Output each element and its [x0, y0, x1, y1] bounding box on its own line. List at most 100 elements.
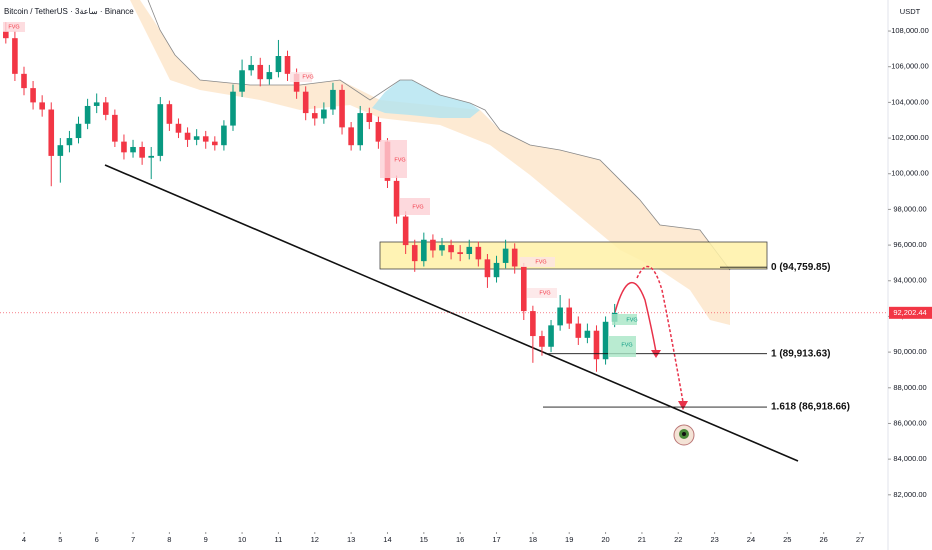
candle-body: [230, 91, 236, 126]
y-tick-label: 96,000.00: [893, 240, 926, 249]
fvg-box: [608, 336, 636, 357]
candle-body: [366, 113, 373, 123]
last-price-label: 92,202.44: [893, 308, 926, 317]
y-tick-label: 106,000.00: [891, 62, 929, 71]
candle-body: [321, 109, 327, 119]
fvg-label: FVG: [412, 204, 423, 210]
candle-body: [21, 73, 27, 89]
x-tick-label: 9: [204, 535, 208, 544]
candle-body: [311, 113, 318, 119]
candle-body: [248, 64, 254, 71]
x-tick-label: 24: [747, 535, 755, 544]
candle-body: [457, 252, 463, 255]
candle-body: [339, 89, 345, 128]
candle-body: [148, 155, 155, 158]
candle-body: [575, 323, 582, 338]
x-tick-label: 16: [456, 535, 464, 544]
fvg-label: FVG: [8, 24, 19, 30]
candle-body: [239, 70, 245, 92]
fvg-box: [380, 140, 407, 178]
candle-body: [411, 245, 418, 262]
candle-body: [584, 330, 591, 338]
x-tick-label: 15: [420, 535, 428, 544]
y-tick-label: 100,000.00: [891, 169, 929, 178]
x-tick-label: 11: [275, 535, 283, 544]
x-tick-label: 26: [819, 535, 827, 544]
kijun-line: [147, 0, 731, 271]
candle-body: [184, 132, 191, 140]
x-tick-label: 23: [710, 535, 718, 544]
x-tick-label: 5: [58, 535, 62, 544]
candle-body: [593, 330, 600, 360]
candle-body: [66, 138, 73, 146]
fvg-label: FVG: [535, 259, 546, 265]
x-tick-label: 17: [492, 535, 500, 544]
candle-body: [602, 321, 609, 360]
x-tick-label: 4: [22, 535, 26, 544]
y-tick-label: 98,000.00: [893, 204, 926, 213]
candle-body: [3, 31, 9, 39]
x-tick-label: 22: [674, 535, 682, 544]
x-tick-label: 8: [167, 535, 171, 544]
fvg-box: [290, 72, 312, 82]
x-tick-label: 18: [529, 535, 537, 544]
candle-body: [348, 127, 354, 146]
projection-arrow: [614, 281, 657, 353]
level-label: 1.618 (86,918.66): [771, 402, 850, 413]
fvg-label: FVG: [621, 342, 632, 348]
candle-body: [139, 146, 145, 158]
x-tick-label: 14: [383, 535, 391, 544]
candle-body: [393, 180, 400, 217]
candle-body: [93, 102, 100, 106]
fvg-label: FVG: [626, 317, 637, 323]
x-tick-label: 20: [601, 535, 609, 544]
candle-body: [102, 102, 109, 115]
candle-body: [530, 311, 536, 337]
candle-body: [566, 307, 573, 324]
candle-body: [266, 72, 273, 80]
candle-body: [30, 88, 36, 103]
candle-body: [475, 246, 482, 260]
candle-body: [157, 104, 164, 156]
candle-body: [330, 89, 336, 110]
candle-body: [48, 109, 55, 156]
candle-body: [112, 114, 118, 142]
candle-body: [448, 245, 454, 253]
candle-body: [375, 122, 382, 142]
candle-body: [57, 145, 64, 156]
candle-body: [502, 248, 509, 263]
last-price-tag: [889, 306, 932, 319]
y-tick-label: 84,000.00: [893, 454, 926, 463]
candle-body: [284, 56, 291, 74]
candle-body: [212, 141, 218, 146]
candle-body: [402, 216, 409, 246]
candle-body: [257, 64, 264, 80]
candle-body: [166, 104, 173, 124]
candle-body: [548, 325, 554, 347]
eye-icon: [673, 424, 695, 446]
projection-arrow-dotted: [636, 265, 684, 403]
y-tick-label: 102,000.00: [891, 133, 929, 142]
y-tick-label: 94,000.00: [893, 276, 926, 285]
arrow-head: [678, 401, 688, 410]
plot: [0, 22, 888, 408]
trend-line: [104, 164, 799, 462]
x-tick-label: 10: [238, 535, 246, 544]
candle-body: [39, 102, 45, 110]
zone: [379, 241, 768, 270]
fvg-box: [3, 22, 25, 32]
x-tick-label: 19: [565, 535, 573, 544]
candle-body: [466, 246, 473, 255]
fvg-label: FVG: [539, 290, 550, 296]
candle-body: [539, 336, 545, 347]
candle-body: [493, 262, 500, 278]
candle-body: [84, 105, 91, 124]
x-tick-label: 7: [131, 535, 135, 544]
cloud: [130, 0, 730, 325]
fvg-box: [612, 314, 637, 325]
fvg-box: [527, 288, 557, 298]
candle-body: [430, 239, 436, 251]
fvg-label: FVG: [394, 157, 405, 163]
candle-body: [557, 307, 563, 326]
x-tick-label: 27: [856, 535, 864, 544]
